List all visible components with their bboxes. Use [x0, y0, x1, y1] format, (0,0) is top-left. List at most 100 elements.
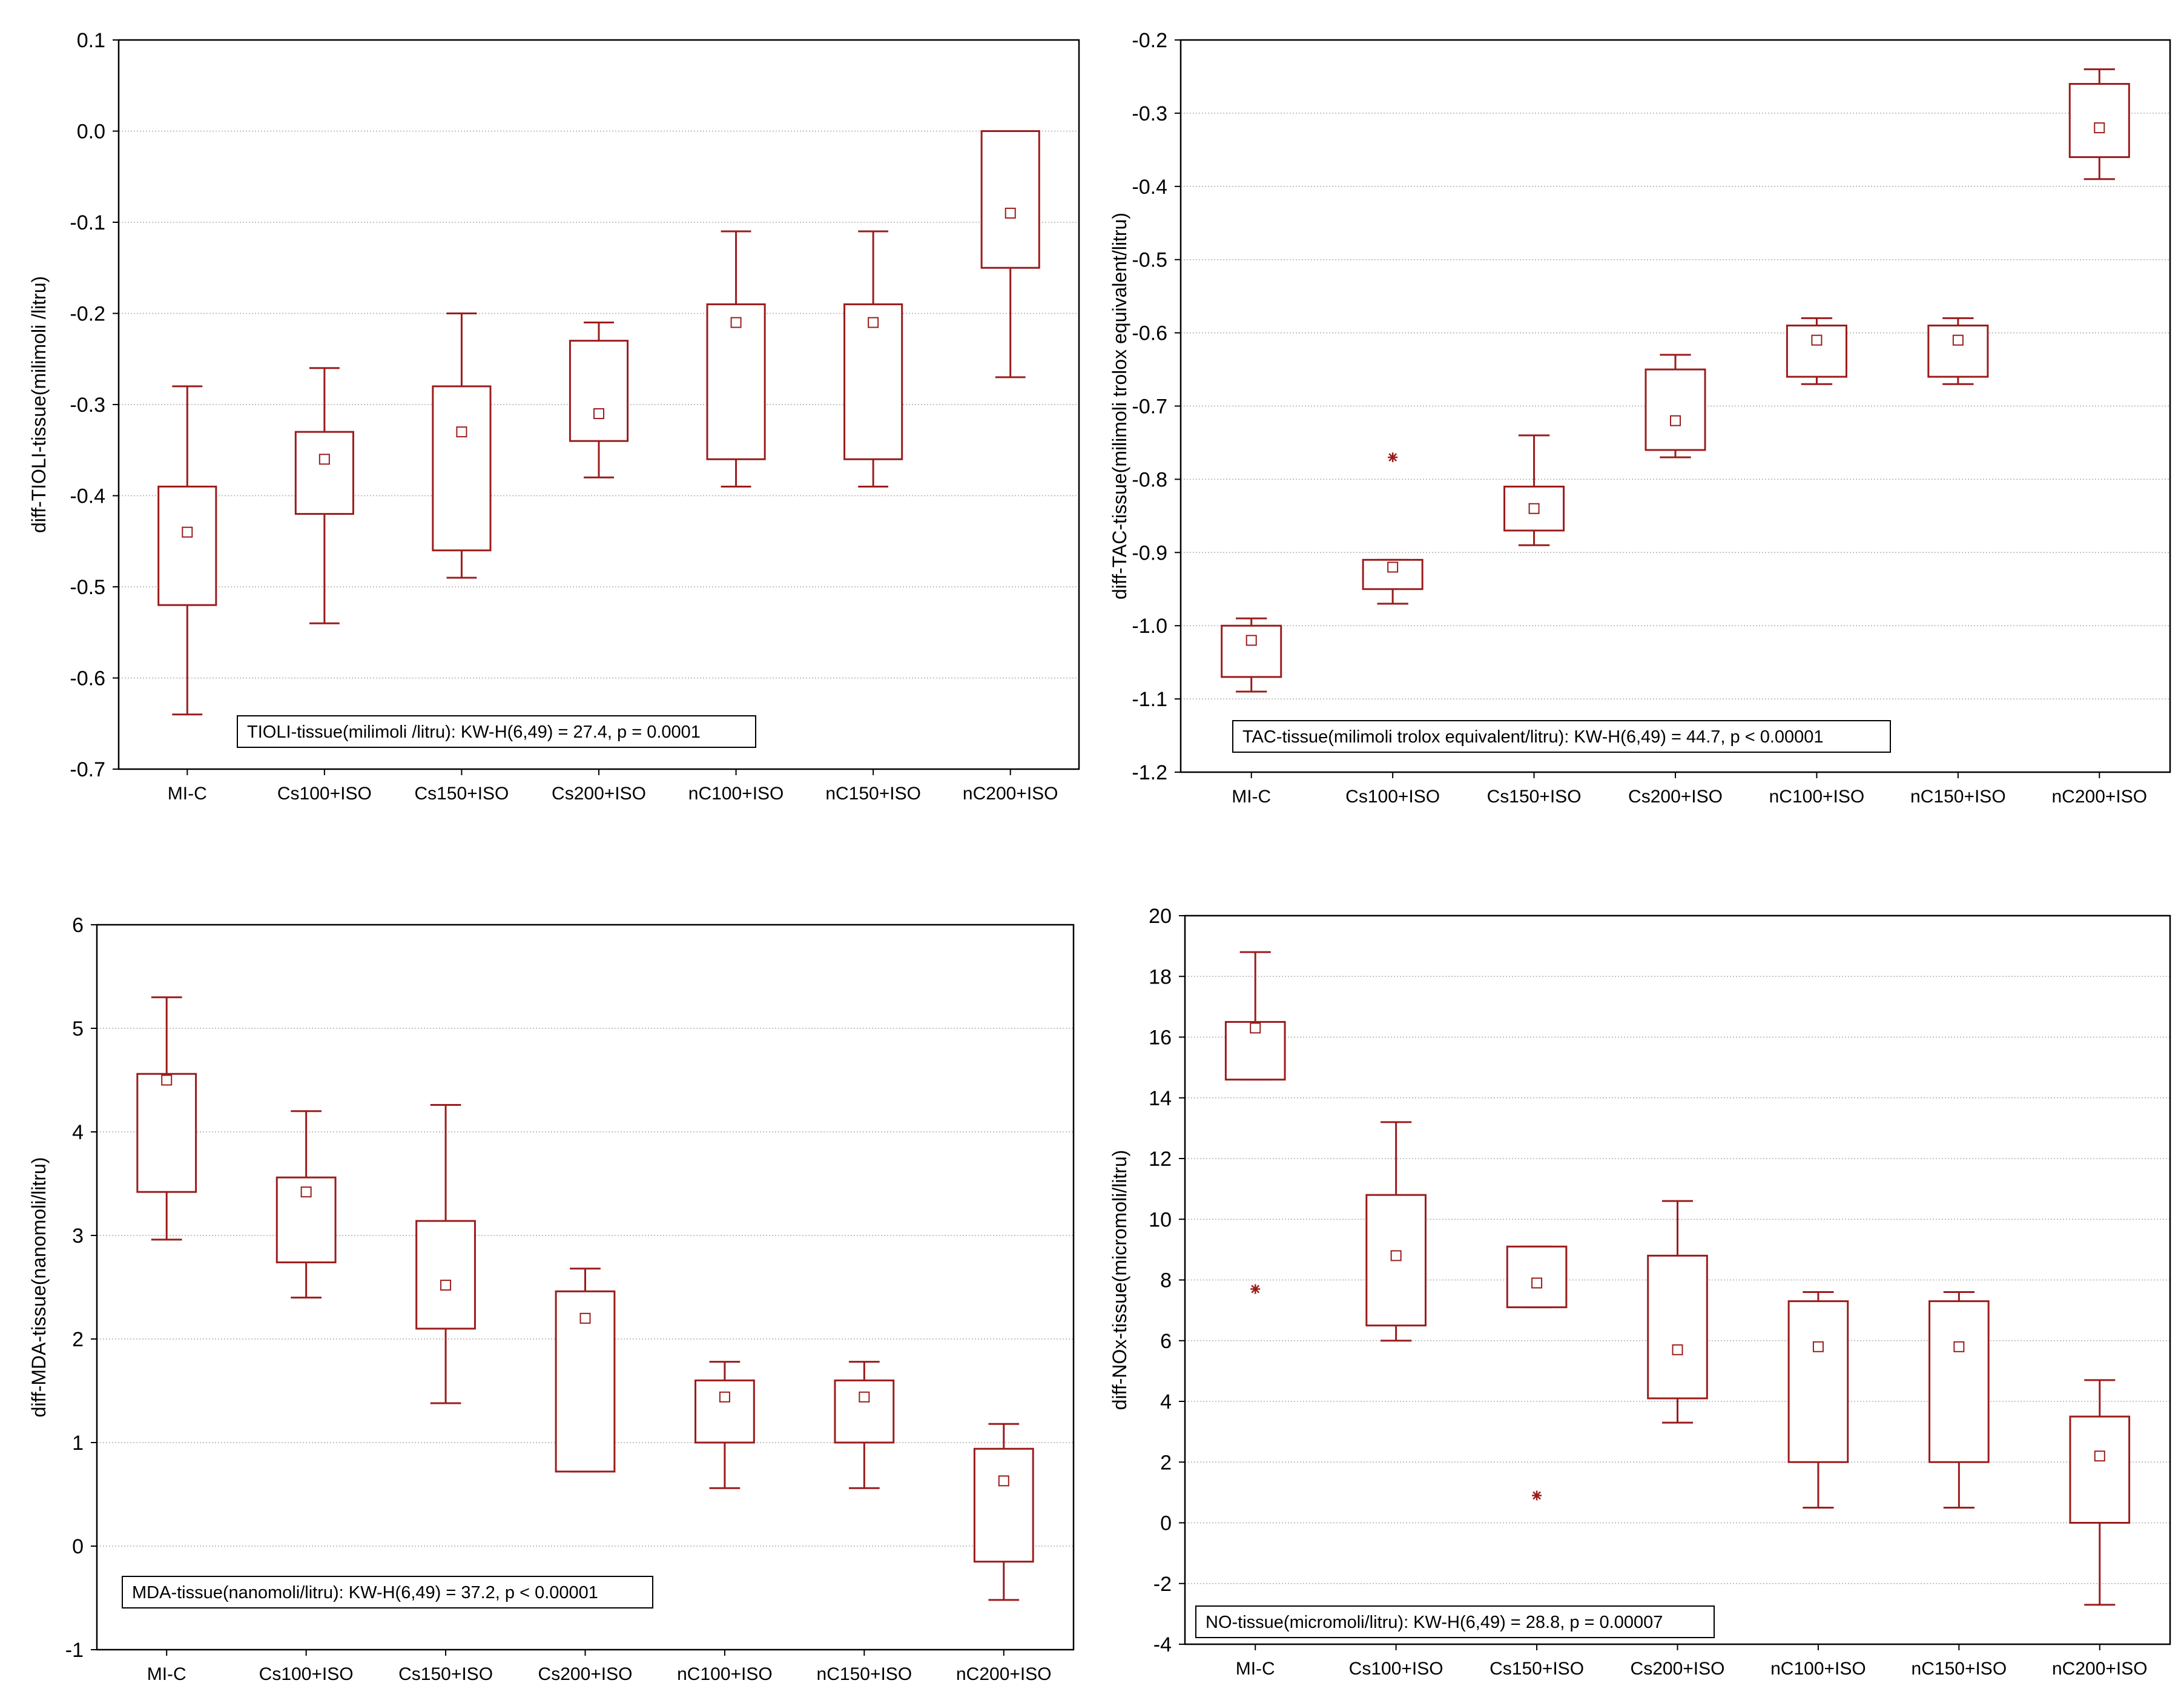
box-nC150+ISO	[843, 230, 903, 488]
box-Cs200+ISO	[569, 322, 629, 478]
y-tick-label: 14	[1149, 1087, 1172, 1110]
stats-annotation-box	[122, 1576, 653, 1608]
x-tick-label: Cs150+ISO	[1490, 1659, 1584, 1679]
median-marker	[1531, 1277, 1543, 1289]
y-tick-label: -0.3	[70, 394, 105, 417]
median-marker	[1952, 334, 1964, 346]
y-tick-label: -2	[1153, 1573, 1172, 1596]
box-Cs100+ISO	[275, 1110, 337, 1299]
box-MI-C	[136, 996, 197, 1241]
y-tick-label: 2	[72, 1328, 84, 1351]
median-marker	[868, 317, 879, 328]
y-tick-label: -4	[1153, 1633, 1172, 1656]
x-tick-label: MI-C	[168, 784, 207, 804]
y-tick-label: 0	[72, 1535, 84, 1558]
box-Cs200+ISO	[1647, 1200, 1708, 1424]
median-marker	[300, 1186, 312, 1198]
chart-panel-tac: -0.2 -0.3 -0.4 -0.5 -0.6 -0.7 -0.8 -0.9 -1.0 -1.1…	[1109, 29, 2171, 807]
x-tick-label: Cs100+ISO	[277, 784, 372, 804]
y-tick-label: 6	[1160, 1330, 1172, 1353]
median-marker	[1390, 1250, 1402, 1261]
y-tick-label: 8	[1160, 1269, 1172, 1292]
x-tick-label: nC100+ISO	[677, 1664, 773, 1684]
y-tick-label: 16	[1149, 1027, 1172, 1050]
x-tick-label: MI-C	[1232, 787, 1271, 807]
box-nC150+ISO	[1927, 317, 1989, 385]
box-Cs100+ISO	[1362, 452, 1424, 605]
box-iqr	[1786, 325, 1847, 378]
box-iqr	[1221, 624, 1282, 678]
y-tick-label: 0.0	[77, 121, 105, 144]
median-marker	[1670, 415, 1681, 426]
box-nC100+ISO	[1787, 1291, 1849, 1509]
y-tick-label: -0.4	[1132, 176, 1167, 199]
y-tick-label: -0.5	[70, 576, 105, 599]
stats-annotation-box	[1195, 1605, 1715, 1638]
outlier-stroke	[1532, 1491, 1541, 1500]
median-marker	[2094, 122, 2105, 134]
box-nC150+ISO	[834, 1361, 895, 1489]
box-iqr	[569, 340, 629, 442]
median-marker	[1005, 207, 1016, 219]
y-tick-label: -0.2	[1132, 29, 1167, 52]
y-tick-label: -0.7	[1132, 395, 1167, 418]
x-tick-label: nC150+ISO	[817, 1664, 912, 1684]
median-marker	[593, 408, 604, 420]
y-tick-label: -1.1	[1132, 688, 1167, 711]
box-iqr	[980, 130, 1040, 269]
x-tick-label: nC200+ISO	[2052, 1659, 2148, 1679]
y-axis-title: diff-NOx-tissue(micromoli/litru)	[1109, 1150, 1130, 1410]
box-iqr	[1645, 368, 1706, 451]
y-tick-label: 10	[1149, 1208, 1172, 1231]
box-Cs150+ISO	[415, 1104, 476, 1404]
box-iqr	[294, 431, 354, 515]
box-iqr	[1927, 325, 1989, 378]
x-tick-label: nC100+ISO	[1770, 1659, 1866, 1679]
box-iqr	[1787, 1300, 1849, 1463]
y-tick-label: 0	[1160, 1512, 1172, 1535]
median-marker	[1953, 1341, 1965, 1352]
box-iqr	[694, 1379, 755, 1444]
outlier-marker	[1388, 452, 1398, 463]
y-tick-label: 4	[1160, 1390, 1172, 1413]
x-tick-label: Cs150+ISO	[1487, 787, 1582, 807]
outlier-marker	[1532, 1490, 1542, 1501]
box-iqr	[2069, 1415, 2131, 1524]
box-nC200+ISO	[2069, 1379, 2131, 1606]
box-MI-C	[1221, 617, 1282, 693]
y-tick-label: 20	[1149, 905, 1172, 928]
box-nC150+ISO	[1928, 1291, 1990, 1509]
x-tick-label: MI-C	[1236, 1659, 1275, 1679]
box-iqr	[136, 1073, 197, 1193]
y-tick-label: 0.1	[77, 29, 105, 52]
y-tick-label: 3	[72, 1225, 84, 1248]
x-tick-label: Cs100+ISO	[259, 1664, 354, 1684]
box-Cs150+ISO	[432, 312, 492, 579]
y-tick-label: 12	[1149, 1148, 1172, 1171]
x-tick-label: Cs200+ISO	[1628, 787, 1723, 807]
y-axis-title: diff-TIOLI-tissue(milimoli /litru)	[28, 276, 50, 533]
box-iqr	[2068, 83, 2130, 158]
y-tick-label: 2	[1160, 1451, 1172, 1474]
box-iqr	[834, 1379, 895, 1444]
x-tick-label: nC200+ISO	[963, 784, 1058, 804]
stats-annotation-box	[237, 715, 756, 748]
box-Cs150+ISO	[1503, 434, 1565, 546]
median-marker	[1250, 1022, 1261, 1034]
box-iqr	[432, 385, 492, 552]
median-marker	[456, 426, 467, 438]
outlier-stroke	[1388, 453, 1397, 462]
x-tick-label: Cs200+ISO	[1631, 1659, 1725, 1679]
box-nC200+ISO	[973, 1423, 1034, 1601]
stats-annotation-text: TIOLI-tissue(milimoli /litru): KW-H(6,49…	[247, 722, 701, 742]
box-nC200+ISO	[980, 130, 1040, 379]
outlier-marker	[1250, 1284, 1261, 1294]
y-tick-label: 5	[72, 1017, 84, 1040]
x-tick-label: nC150+ISO	[1910, 787, 2006, 807]
box-iqr	[1928, 1300, 1990, 1463]
median-marker	[998, 1475, 1009, 1487]
x-tick-label: Cs200+ISO	[552, 784, 646, 804]
median-marker	[730, 317, 742, 328]
